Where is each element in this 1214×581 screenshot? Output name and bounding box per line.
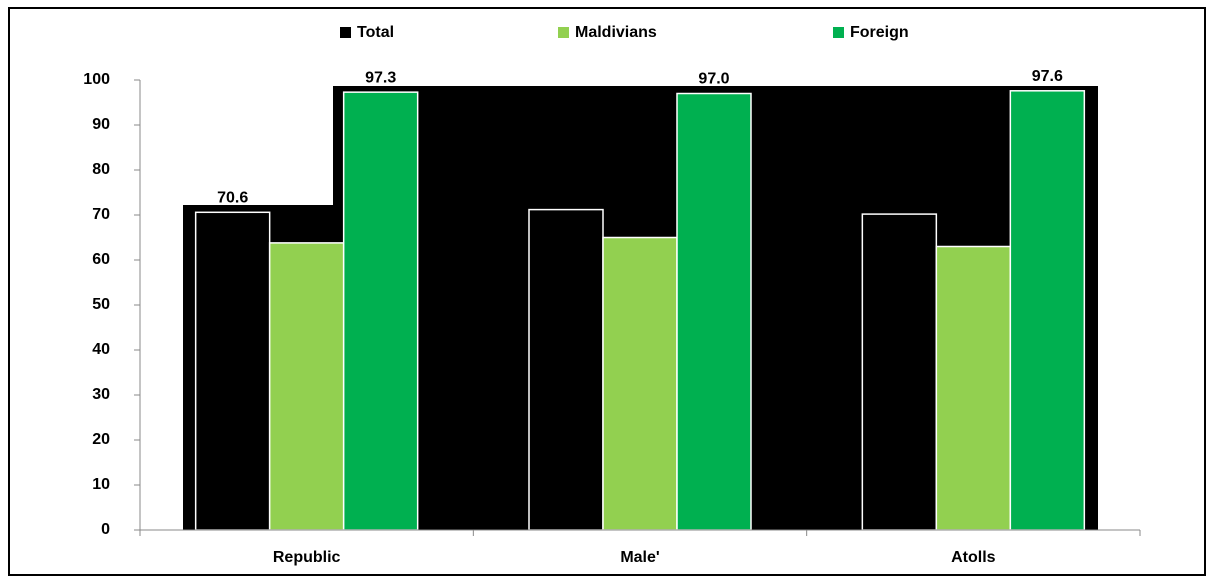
y-tick-label: 50	[92, 296, 110, 313]
y-tick-label: 90	[92, 116, 110, 133]
data-label: 97.3	[365, 69, 396, 86]
bar	[861, 213, 938, 531]
y-tick-label: 20	[92, 431, 110, 448]
x-tick-label: Republic	[273, 549, 341, 566]
y-tick-label: 60	[92, 251, 110, 268]
y-tick-label: 0	[101, 521, 110, 538]
legend-swatch	[340, 27, 351, 38]
legend-label: Total	[357, 24, 394, 41]
legend-label: Foreign	[850, 24, 909, 41]
y-tick-label: 80	[92, 161, 110, 178]
bar	[935, 245, 1012, 531]
legend-swatch	[833, 27, 844, 38]
y-tick-label: 100	[83, 71, 110, 88]
bar	[268, 242, 345, 531]
bar	[676, 92, 752, 531]
bar	[602, 236, 678, 531]
x-tick-label: Male'	[620, 549, 659, 566]
data-label: 97.6	[1032, 68, 1063, 85]
data-label: 70.6	[217, 190, 248, 207]
y-tick-label: 10	[92, 476, 110, 493]
y-tick-label: 70	[92, 206, 110, 223]
y-tick-label: 30	[92, 386, 110, 403]
bar	[194, 211, 271, 531]
x-tick-label: Atolls	[951, 549, 996, 566]
y-tick-label: 40	[92, 341, 110, 358]
data-label: 97.0	[698, 71, 729, 88]
bar	[342, 91, 419, 531]
legend-swatch	[558, 27, 569, 38]
legend-label: Maldivians	[575, 24, 657, 41]
bar	[528, 208, 604, 531]
bar	[1009, 90, 1086, 531]
